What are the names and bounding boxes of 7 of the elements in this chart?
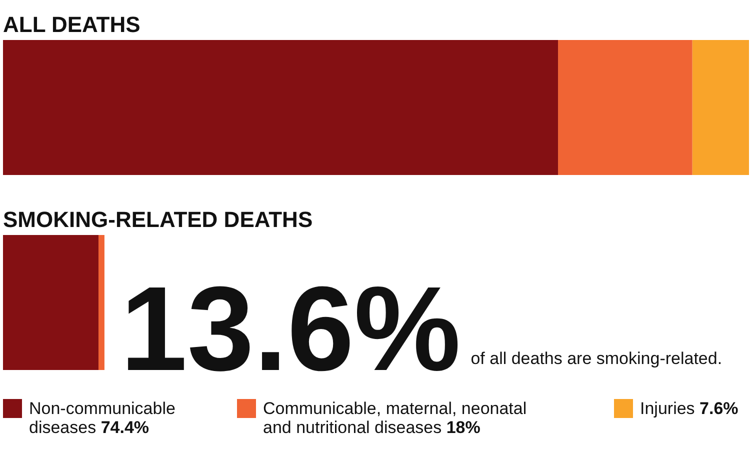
total-label: 13.6% [120, 262, 461, 396]
y-tick-label: SMOKING-RELATED DEATHS [3, 207, 313, 232]
annotation: of all deaths are smoking-related. [470, 348, 722, 368]
y-tick-label: ALL DEATHS [3, 12, 140, 38]
legend-label: Communicable, maternal, neonatal and nutritional diseases 18% [263, 399, 527, 437]
legend-label: Injuries 7.6% [640, 399, 738, 418]
legend-label: Non-communicable diseases 74.4% [29, 399, 176, 437]
